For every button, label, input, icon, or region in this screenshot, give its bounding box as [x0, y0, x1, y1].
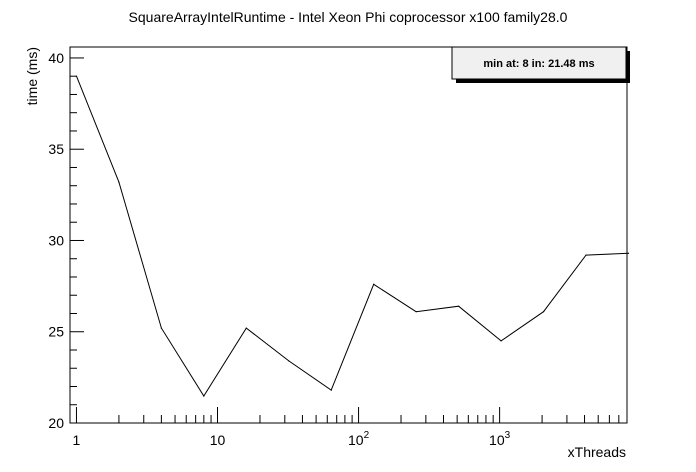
data-point [458, 305, 460, 307]
y-tick-label: 25 [48, 324, 64, 340]
x-tick-exponent: 2 [364, 430, 370, 441]
x-tick-base: 10 [489, 432, 505, 448]
x-axis: 1 10 102 103 [73, 407, 628, 448]
x-tick-base: 10 [210, 432, 226, 448]
legend-box: min at: 8 in: 21.48 ms [451, 46, 630, 83]
x-tick-exponent: 3 [505, 430, 511, 441]
data-point [288, 360, 290, 362]
data-point [160, 327, 162, 329]
data-point [203, 395, 205, 397]
x-tick-label: 102 [348, 430, 370, 448]
data-point [415, 311, 417, 313]
legend-background [451, 46, 627, 80]
x-tick-label: 1 [73, 432, 81, 448]
x-tick-base: 1 [73, 432, 81, 448]
y-axis: 20 25 30 35 40 [48, 50, 84, 431]
x-axis-label: xThreads [568, 444, 626, 460]
data-point [627, 252, 630, 254]
x-tick-base: 10 [348, 432, 364, 448]
data-point [500, 340, 502, 342]
data-point [585, 254, 587, 256]
y-tick-label: 40 [48, 50, 64, 66]
x-tick-label: 10 [210, 432, 226, 448]
data-point [118, 181, 120, 183]
series-line [76, 76, 629, 397]
data-point [75, 75, 78, 77]
legend-annotation: min at: 8 in: 21.48 ms [483, 58, 594, 70]
plot-frame [69, 46, 628, 424]
data-point [542, 311, 545, 313]
y-tick-label: 20 [48, 415, 64, 431]
data-point [373, 283, 375, 285]
chart-title: SquareArrayIntelRuntime - Intel Xeon Phi… [129, 9, 568, 25]
series-group [75, 75, 630, 397]
x-tick-label: 103 [489, 430, 511, 448]
y-tick-label: 35 [48, 141, 64, 157]
y-axis-label: time (ms) [24, 47, 40, 105]
y-tick-label: 30 [48, 232, 64, 248]
data-point [245, 327, 247, 329]
data-point [330, 389, 332, 391]
